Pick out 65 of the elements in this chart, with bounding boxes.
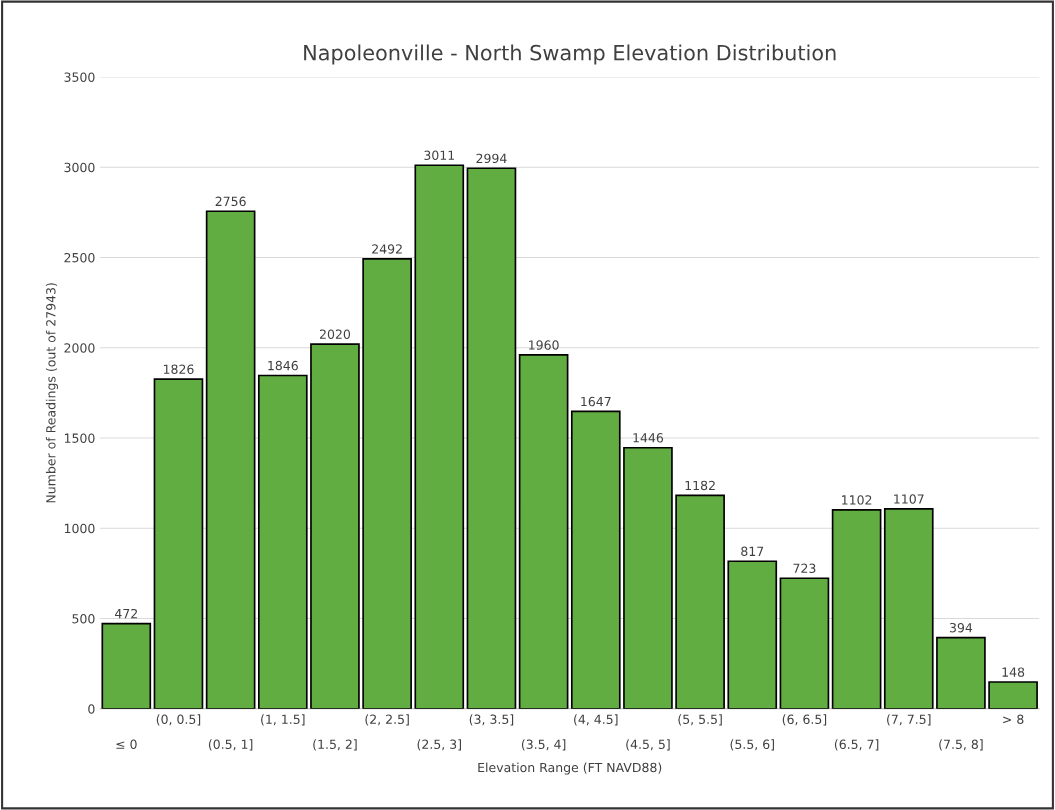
x-tick-label: (1, 1.5] xyxy=(261,714,305,726)
chart-title: Napoleonville - North Swamp Elevation Distribution xyxy=(304,44,836,65)
x-tick-label: ≤ 0 xyxy=(116,739,137,749)
data-label: 1446 xyxy=(633,433,664,443)
data-label: 148 xyxy=(1002,667,1025,677)
y-tick-label: 2000 xyxy=(64,343,95,353)
bar xyxy=(936,636,986,709)
x-tick-label: > 8 xyxy=(1003,714,1024,724)
bar xyxy=(518,354,569,709)
data-label: 1647 xyxy=(581,396,611,407)
y-tick-label: 0 xyxy=(88,704,95,714)
data-label: 2492 xyxy=(372,244,402,254)
data-label: 1107 xyxy=(894,494,924,504)
data-label: 1826 xyxy=(163,364,194,374)
data-label: 3011 xyxy=(424,150,455,161)
bar xyxy=(675,494,725,709)
y-axis-title: Number of Readings (out of 27943) xyxy=(45,283,58,503)
x-tick-label: (0, 0.5] xyxy=(156,714,201,726)
data-label: 723 xyxy=(793,563,816,574)
x-tick-label: (4, 4.5] xyxy=(574,714,618,726)
x-tick-label: (2.5, 3] xyxy=(417,739,461,751)
x-tick-label: (7.5, 8] xyxy=(939,739,983,751)
bar xyxy=(570,410,621,709)
bar xyxy=(779,577,830,709)
data-label: 1182 xyxy=(685,480,715,491)
data-label: 394 xyxy=(949,622,973,633)
bar xyxy=(466,167,517,709)
y-tick-label: 1500 xyxy=(64,433,95,443)
data-label: 1846 xyxy=(268,360,298,371)
x-tick-label: (5, 5.5] xyxy=(678,714,722,726)
data-label: 2756 xyxy=(215,196,246,207)
x-tick-label: (6.5, 7] xyxy=(834,739,879,751)
bar xyxy=(883,508,934,709)
y-tick-label: 2500 xyxy=(64,252,95,263)
bar xyxy=(362,258,412,709)
y-tick-label: 3500 xyxy=(64,72,95,82)
data-label: 1102 xyxy=(842,495,872,505)
bar xyxy=(727,560,778,709)
x-tick-label: (6, 6.5] xyxy=(782,714,827,726)
data-label: 2020 xyxy=(319,329,351,339)
bar xyxy=(310,343,360,709)
x-tick-label: (1.5, 2] xyxy=(313,739,357,751)
bar xyxy=(101,622,152,709)
y-tick-label: 1000 xyxy=(64,523,95,534)
data-label: 1960 xyxy=(529,340,559,350)
bar xyxy=(153,378,204,709)
x-tick-label: (5.5, 6] xyxy=(730,739,774,751)
y-tick-label: 500 xyxy=(72,613,95,624)
data-label: 472 xyxy=(114,608,137,619)
x-tick-label: (0.5, 1] xyxy=(208,739,253,751)
y-tick-label: 3000 xyxy=(64,162,95,173)
x-tick-label: (2, 2.5] xyxy=(365,714,409,726)
x-tick-label: (3, 3.5] xyxy=(469,714,514,726)
bar xyxy=(205,210,256,709)
bar xyxy=(831,508,882,709)
x-tick-label: (7, 7.5] xyxy=(887,714,931,726)
bar xyxy=(257,374,308,709)
bar xyxy=(414,164,465,709)
bar xyxy=(988,681,1038,709)
x-axis-title: Elevation Range (FT NAVD88) xyxy=(478,762,662,775)
data-label: 2994 xyxy=(476,153,507,164)
x-tick-label: (4.5, 5] xyxy=(626,739,670,751)
x-tick-label: (3.5, 4] xyxy=(521,739,566,751)
data-label: 817 xyxy=(741,546,764,557)
bar xyxy=(623,446,673,709)
